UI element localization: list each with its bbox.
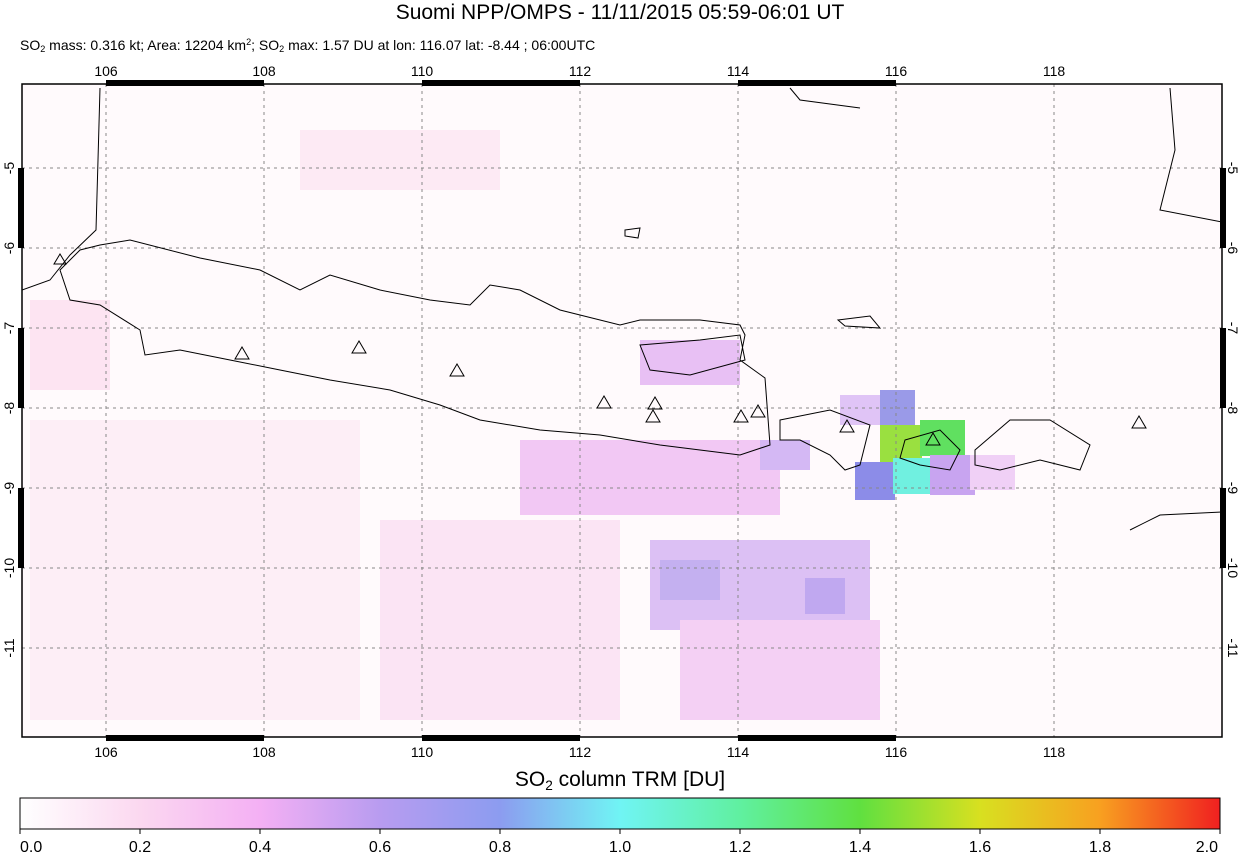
lon-label-top: 114 xyxy=(727,63,750,79)
lon-label-top: 108 xyxy=(252,63,276,79)
frame-bars xyxy=(18,80,1226,741)
lat-label-right: -10 xyxy=(1225,558,1239,578)
colorbar-tick-label: 1.8 xyxy=(1089,839,1111,855)
lon-label-top: 106 xyxy=(94,63,118,79)
lon-label-bottom: 116 xyxy=(885,744,908,760)
lon-label-bottom: 106 xyxy=(94,744,118,760)
map-frame xyxy=(21,83,1223,738)
frame-bar xyxy=(1220,488,1226,568)
lon-label-bottom: 114 xyxy=(727,744,750,760)
lat-label-left: -8 xyxy=(1,402,17,415)
lon-label-bottom: 108 xyxy=(252,744,276,760)
lat-label-left: -10 xyxy=(1,558,17,578)
text-part: 2 xyxy=(279,44,284,54)
lon-label-top: 118 xyxy=(1043,63,1066,79)
frame-bar xyxy=(106,735,264,741)
text-part: 2 xyxy=(246,37,251,47)
colorbar-tick-label: 0.2 xyxy=(129,839,151,855)
lat-label-right: -8 xyxy=(1225,402,1239,415)
lat-label-left: -7 xyxy=(1,322,17,335)
colorbar-tick-label: 0.0 xyxy=(20,839,42,855)
lat-label-right: -9 xyxy=(1225,482,1239,495)
text-part: SO xyxy=(515,768,545,791)
colorbar-tick-label: 0.6 xyxy=(369,839,391,855)
frame-bar xyxy=(18,328,24,408)
map-axes: 106 106 108 108 110 110 112 112 114 114 116 116 118 1… xyxy=(1,63,1239,760)
colorbar-tick-label: 1.0 xyxy=(609,839,631,855)
lat-label-right: -11 xyxy=(1225,638,1239,657)
colorbar xyxy=(19,797,1221,830)
lon-label-bottom: 112 xyxy=(569,744,592,760)
text-part: SO xyxy=(20,37,40,53)
frame-bar xyxy=(106,80,264,86)
frame-bar xyxy=(422,80,580,86)
lon-label-top: 110 xyxy=(411,63,434,79)
frame-bar xyxy=(1220,168,1226,248)
colorbar-label: SO2 column TRM [DU] xyxy=(515,768,725,793)
lat-label-left: -11 xyxy=(1,638,17,657)
so2-pixels xyxy=(22,84,1222,737)
colorbar-tick-label: 0.4 xyxy=(249,839,271,855)
volcanoes xyxy=(53,253,1147,446)
colorbar-tick-label: 1.4 xyxy=(849,839,871,855)
lat-label-left: -5 xyxy=(1,162,17,175)
frame-bar xyxy=(1220,328,1226,408)
text-part: 2 xyxy=(545,778,553,793)
text-part: column TRM [DU] xyxy=(553,768,725,791)
colorbar-ticks: 0.0 0.2 0.4 0.6 0.8 1.0 1.2 1.4 1.6 1.8 2.0 xyxy=(19,829,1221,855)
lat-label-right: -7 xyxy=(1225,322,1239,335)
lat-label-right: -5 xyxy=(1225,162,1239,175)
colorbar-tick-label: 1.2 xyxy=(729,839,751,855)
lon-label-bottom: 110 xyxy=(411,744,434,760)
frame-bar xyxy=(738,735,896,741)
frame-bar xyxy=(422,735,580,741)
frame-bar xyxy=(738,80,896,86)
text-part: 2 xyxy=(40,44,45,54)
lon-label-bottom: 118 xyxy=(1043,744,1066,760)
coastlines xyxy=(22,87,1222,531)
colorbar-tick-label: 2.0 xyxy=(1196,839,1218,855)
frame-bar xyxy=(18,488,24,568)
text-part: max: 1.57 DU at lon: 116.07 lat: -8.44 ;… xyxy=(284,37,595,53)
subtitle: SO2 mass: 0.316 kt; Area: 12204 km2; SO2… xyxy=(20,37,595,54)
lon-label-top: 116 xyxy=(885,63,908,79)
text-part: mass: 0.316 kt; Area: 12204 km xyxy=(45,37,246,53)
lat-label-left: -6 xyxy=(1,242,17,255)
lon-label-top: 112 xyxy=(569,63,592,79)
lat-label-left: -9 xyxy=(1,482,17,495)
colorbar-tick-label: 1.6 xyxy=(969,839,991,855)
lat-label-right: -6 xyxy=(1225,242,1239,255)
frame-bar xyxy=(18,168,24,248)
colorbar-tick-label: 0.8 xyxy=(489,839,511,855)
text-part: ; SO xyxy=(251,37,279,53)
title: Suomi NPP/OMPS - 11/11/2015 05:59-06:01 … xyxy=(396,1,845,24)
